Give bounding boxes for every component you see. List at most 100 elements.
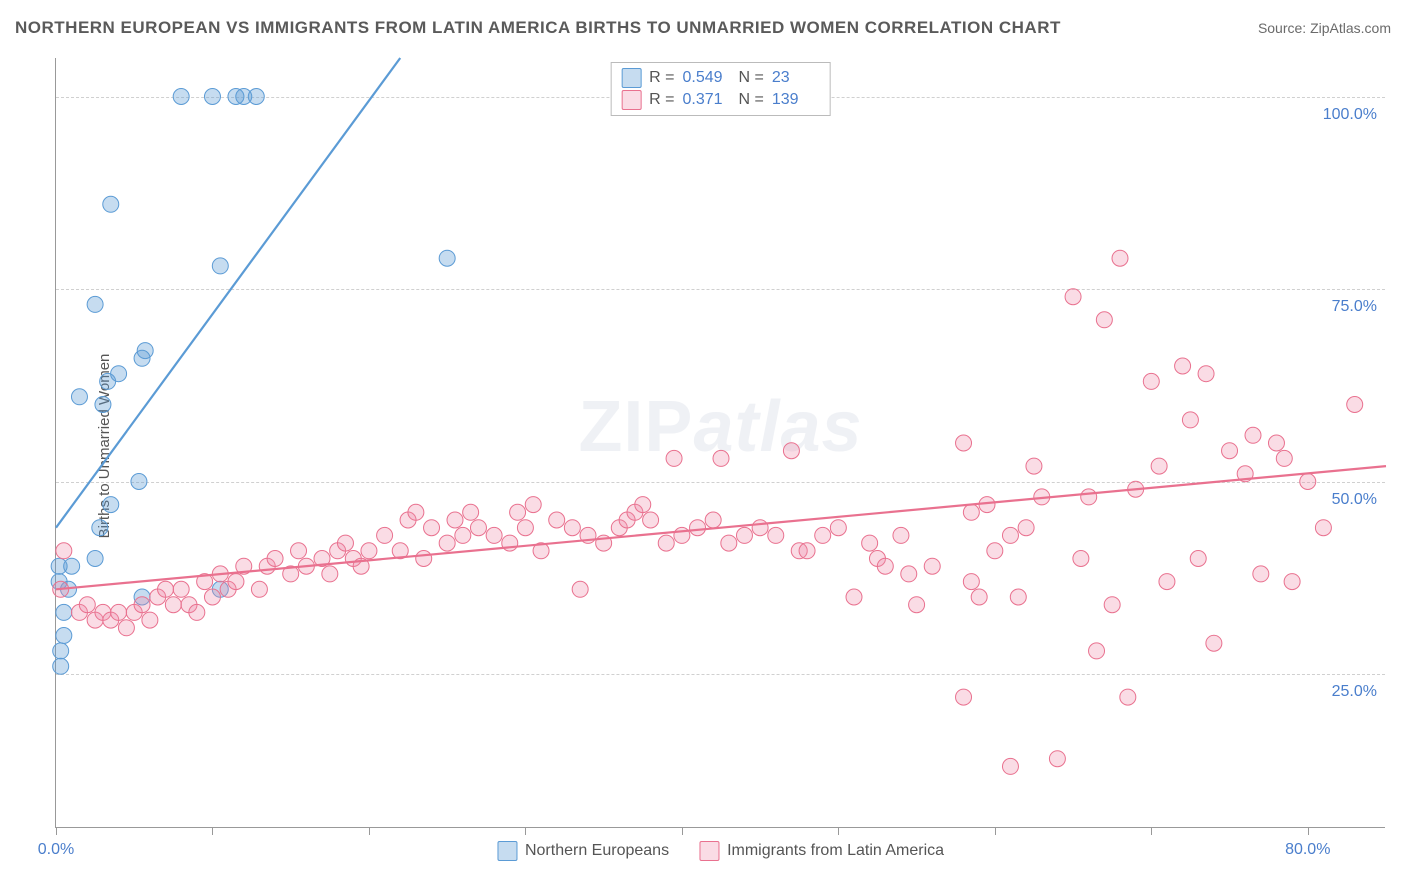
scatter-point-latin_america (893, 527, 909, 543)
scatter-point-northern_europeans (64, 558, 80, 574)
scatter-point-northern_europeans (173, 89, 189, 105)
scatter-point-latin_america (1018, 520, 1034, 536)
scatter-point-latin_america (666, 450, 682, 466)
scatter-point-latin_america (1206, 635, 1222, 651)
scatter-point-latin_america (1222, 443, 1238, 459)
scatter-point-latin_america (1049, 751, 1065, 767)
scatter-point-latin_america (1065, 289, 1081, 305)
scatter-point-latin_america (165, 597, 181, 613)
x-tick-label: 80.0% (1285, 841, 1330, 859)
scatter-point-latin_america (956, 689, 972, 705)
scatter-point-latin_america (901, 566, 917, 582)
scatter-point-latin_america (1010, 589, 1026, 605)
scatter-point-latin_america (447, 512, 463, 528)
legend-swatch-series-1 (621, 90, 641, 110)
scatter-point-latin_america (1190, 551, 1206, 567)
n-value-series-1: 139 (772, 91, 820, 109)
r-label: R = (649, 69, 674, 87)
scatter-point-latin_america (1002, 758, 1018, 774)
n-label: N = (739, 69, 764, 87)
scatter-point-northern_europeans (248, 89, 264, 105)
scatter-point-latin_america (251, 581, 267, 597)
scatter-point-northern_europeans (53, 643, 69, 659)
r-value-series-0: 0.549 (683, 69, 731, 87)
scatter-point-latin_america (815, 527, 831, 543)
n-label: N = (739, 91, 764, 109)
scatter-point-latin_america (1026, 458, 1042, 474)
scatter-plot-svg (56, 58, 1385, 827)
scatter-point-latin_america (1112, 250, 1128, 266)
x-tick-label: 0.0% (38, 841, 74, 859)
scatter-point-latin_america (1081, 489, 1097, 505)
legend-series-box: Northern Europeans Immigrants from Latin… (497, 841, 944, 861)
scatter-point-latin_america (635, 497, 651, 513)
scatter-point-latin_america (377, 527, 393, 543)
scatter-point-latin_america (752, 520, 768, 536)
scatter-point-latin_america (56, 543, 72, 559)
scatter-point-latin_america (1347, 397, 1363, 413)
scatter-point-latin_america (424, 520, 440, 536)
scatter-point-northern_europeans (87, 551, 103, 567)
scatter-point-latin_america (337, 535, 353, 551)
legend-item-series-0: Northern Europeans (497, 841, 669, 861)
scatter-point-latin_america (142, 612, 158, 628)
scatter-point-latin_america (1276, 450, 1292, 466)
scatter-point-latin_america (924, 558, 940, 574)
scatter-point-latin_america (987, 543, 1003, 559)
legend-swatch-series-1-bottom (699, 841, 719, 861)
scatter-point-latin_america (1175, 358, 1191, 374)
scatter-point-latin_america (525, 497, 541, 513)
scatter-point-northern_europeans (212, 258, 228, 274)
n-value-series-0: 23 (772, 69, 820, 87)
scatter-point-latin_america (736, 527, 752, 543)
scatter-point-latin_america (877, 558, 893, 574)
scatter-point-latin_america (79, 597, 95, 613)
scatter-point-latin_america (1198, 366, 1214, 382)
source-prefix: Source: (1258, 20, 1310, 36)
scatter-point-latin_america (768, 527, 784, 543)
scatter-point-latin_america (439, 535, 455, 551)
scatter-point-latin_america (486, 527, 502, 543)
scatter-point-latin_america (1151, 458, 1167, 474)
legend-swatch-series-0 (621, 68, 641, 88)
scatter-point-latin_america (1253, 566, 1269, 582)
legend-label-series-0: Northern Europeans (525, 842, 669, 860)
scatter-point-latin_america (549, 512, 565, 528)
scatter-point-latin_america (1089, 643, 1105, 659)
scatter-point-latin_america (799, 543, 815, 559)
scatter-point-latin_america (322, 566, 338, 582)
source-attribution: Source: ZipAtlas.com (1258, 20, 1391, 36)
scatter-point-latin_america (455, 527, 471, 543)
scatter-point-latin_america (267, 551, 283, 567)
scatter-point-northern_europeans (103, 497, 119, 513)
scatter-point-northern_europeans (92, 520, 108, 536)
scatter-point-latin_america (118, 620, 134, 636)
chart-title: NORTHERN EUROPEAN VS IMMIGRANTS FROM LAT… (15, 18, 1061, 38)
scatter-point-latin_america (1284, 574, 1300, 590)
scatter-point-latin_america (173, 581, 189, 597)
scatter-point-latin_america (189, 604, 205, 620)
scatter-point-latin_america (713, 450, 729, 466)
scatter-point-latin_america (158, 581, 174, 597)
scatter-point-latin_america (1182, 412, 1198, 428)
scatter-point-northern_europeans (95, 397, 111, 413)
scatter-point-latin_america (971, 589, 987, 605)
scatter-point-northern_europeans (204, 89, 220, 105)
scatter-point-northern_europeans (111, 366, 127, 382)
scatter-point-latin_america (1159, 574, 1175, 590)
scatter-point-latin_america (361, 543, 377, 559)
scatter-point-latin_america (830, 520, 846, 536)
trend-line-northern_europeans (56, 58, 400, 528)
scatter-point-northern_europeans (87, 296, 103, 312)
legend-item-series-1: Immigrants from Latin America (699, 841, 944, 861)
legend-swatch-series-0-bottom (497, 841, 517, 861)
scatter-point-latin_america (1143, 373, 1159, 389)
scatter-point-northern_europeans (56, 628, 72, 644)
scatter-point-latin_america (517, 520, 533, 536)
scatter-point-latin_america (510, 504, 526, 520)
trend-line-latin_america (56, 466, 1386, 589)
scatter-point-northern_europeans (137, 343, 153, 359)
scatter-point-latin_america (963, 574, 979, 590)
scatter-point-latin_america (572, 581, 588, 597)
scatter-point-latin_america (111, 604, 127, 620)
